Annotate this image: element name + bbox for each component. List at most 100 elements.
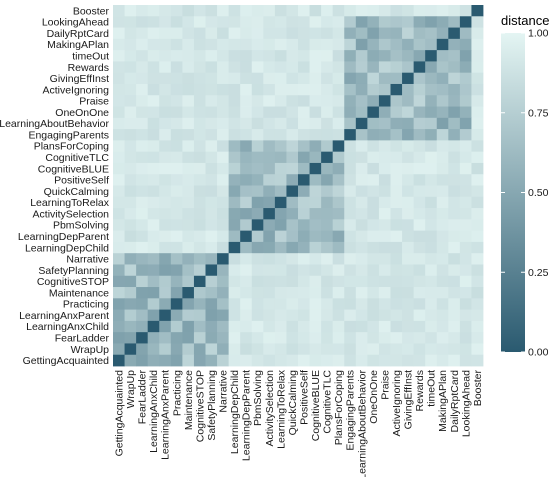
heatmap-cell [113,230,125,243]
x-tick-label: LearningDepChild [229,370,241,454]
heatmap-cell [378,83,391,96]
heatmap-cell [193,298,206,310]
heatmap-cell [402,72,415,85]
heatmap-cell [378,5,391,17]
heatmap-cell [182,343,195,356]
heatmap-cell [136,38,149,51]
heatmap-cell [170,287,183,299]
heatmap-cell [367,287,380,299]
heatmap-cell [136,332,149,344]
heatmap-cell [298,298,310,310]
heatmap-cell [298,174,310,186]
heatmap-cell [136,151,149,164]
heatmap-cell [448,298,461,310]
heatmap-cell [367,117,380,130]
heatmap-cell [251,61,264,74]
heatmap-cell [205,354,218,367]
heatmap-cell [425,287,438,299]
heatmap-cell [159,162,172,175]
heatmap-cell [298,219,310,232]
heatmap-cell [471,196,484,209]
heatmap-cell [286,50,299,62]
heatmap-cell [471,38,484,51]
heatmap-cell [136,50,149,62]
heatmap-cell [170,174,183,186]
heatmap-cell [159,117,172,130]
y-tick-label: Praise [79,96,109,108]
heatmap-cell [113,106,125,119]
heatmap-cell [459,16,472,28]
heatmap-cell [286,174,299,186]
heatmap-cell [309,332,322,344]
heatmap-cell [217,83,230,96]
heatmap-cell [240,174,253,186]
heatmap-cell [355,275,368,288]
heatmap-cell [402,129,415,141]
y-tick-label: CognitiveTLC [45,152,109,164]
y-tick-label: LearningAboutBehavior [0,118,110,130]
heatmap-cell [205,309,218,322]
heatmap-cell [402,16,415,28]
heatmap-cell [182,287,195,299]
heatmap-cell [147,27,160,40]
heatmap-cell [471,230,484,243]
heatmap-cell [344,16,357,28]
y-tick-label: OneOnOne [55,107,109,119]
heatmap-cell [436,83,449,96]
heatmap-cell [355,16,368,28]
heatmap-cell [321,196,334,209]
heatmap-cell [332,140,345,153]
heatmap-cell [436,309,449,322]
heatmap-cell [402,219,415,232]
heatmap-cell [298,241,310,254]
heatmap-cell [136,196,149,209]
y-tick-label: EngagingParents [28,129,109,141]
heatmap-cell [113,174,125,186]
heatmap-cell [147,174,160,186]
heatmap-cell [402,106,415,119]
heatmap-cell [274,72,287,85]
heatmap-cell [193,196,206,209]
heatmap-cell [321,61,334,74]
heatmap-cell [344,151,357,164]
heatmap-cell [378,208,391,220]
y-tick-label: Maintenance [49,287,109,299]
heatmap-cell [124,320,137,333]
heatmap-cell [378,16,391,28]
heatmap-cell [240,309,253,322]
heatmap-cell [390,61,403,74]
heatmap-cell [390,129,403,141]
heatmap-cell [436,332,449,344]
heatmap-cell [182,27,195,40]
heatmap-cell [448,309,461,322]
heatmap-cell [182,298,195,310]
heatmap-cell [471,298,484,310]
heatmap-cell [367,129,380,141]
heatmap-cell [402,27,415,40]
heatmap-cell [240,354,253,367]
heatmap-cell [344,219,357,232]
heatmap-cell [425,264,438,277]
heatmap-cell [425,241,438,254]
heatmap-cell [286,208,299,220]
heatmap-cell [413,95,426,107]
heatmap-cell [113,151,125,164]
heatmap-cell [193,72,206,85]
heatmap-cell [286,287,299,299]
heatmap-cell [124,72,137,85]
heatmap-cell [217,241,230,254]
heatmap-cell [170,140,183,153]
heatmap-cell [309,151,322,164]
heatmap-cell [124,174,137,186]
heatmap-cell [113,185,125,198]
heatmap-cell [390,343,403,356]
y-tick-label: PositiveSelf [54,175,109,187]
heatmap-cell [402,95,415,107]
heatmap-cell [309,83,322,96]
heatmap-cell [170,38,183,51]
heatmap-cell [170,95,183,107]
heatmap-cell [298,320,310,333]
heatmap-cell [124,208,137,220]
heatmap-cell [471,72,484,85]
heatmap-cell [332,241,345,254]
